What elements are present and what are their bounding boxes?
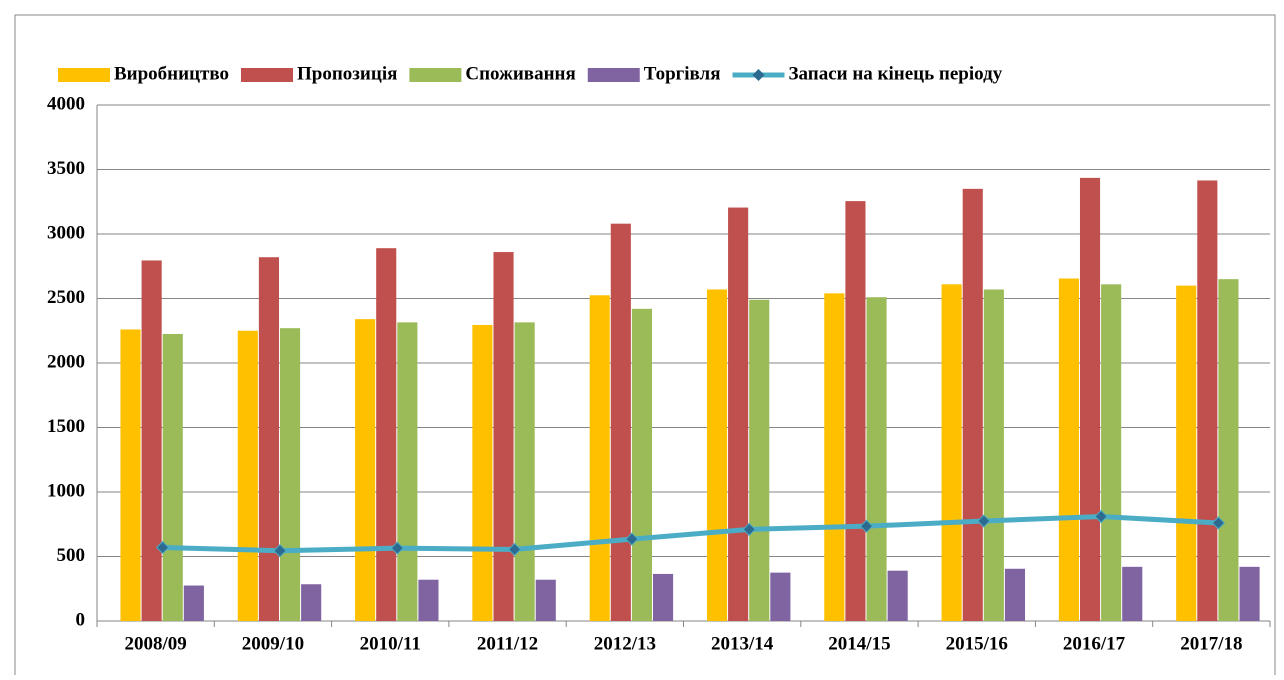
y-tick-label: 4000 [47, 93, 85, 114]
bar [418, 579, 439, 621]
y-tick-label: 2500 [47, 287, 85, 308]
point [625, 532, 639, 546]
bar [824, 293, 845, 621]
legend-label: Споживання [465, 63, 575, 84]
bar [237, 330, 258, 621]
point [859, 519, 874, 533]
line [162, 514, 1219, 554]
bar [162, 333, 183, 621]
point [977, 514, 991, 528]
bar [1122, 566, 1143, 621]
point [155, 540, 170, 555]
bar [1218, 279, 1239, 621]
bar [120, 329, 141, 621]
x-tick-label: 2012/13 [594, 633, 656, 654]
bar [770, 572, 791, 621]
x-tick-label: 2008/09 [125, 633, 187, 654]
bar [141, 260, 162, 621]
bar [472, 324, 493, 621]
legend-swatch [241, 68, 293, 82]
bar [887, 570, 908, 621]
bar [728, 207, 749, 621]
point [1211, 516, 1226, 530]
y-tick-label: 500 [57, 545, 86, 566]
point [1094, 509, 1108, 524]
bar [514, 322, 535, 621]
bar [1079, 177, 1101, 621]
bar [258, 257, 279, 621]
bar [1058, 278, 1079, 621]
y-tick-label: 3500 [47, 158, 85, 179]
bar [301, 584, 322, 621]
bar [183, 585, 204, 621]
x-tick-label: 2017/18 [1180, 633, 1242, 654]
x-tick-label: 2013/14 [711, 633, 774, 654]
legend-swatch [752, 69, 765, 81]
bar [1239, 566, 1260, 621]
legend-label: Пропозиція [297, 63, 397, 84]
legend-swatch [587, 68, 640, 82]
bar [1004, 568, 1026, 621]
y-tick-label: 3000 [47, 222, 85, 243]
y-tick-label: 1000 [47, 480, 85, 501]
y-tick-label: 2000 [47, 351, 85, 372]
bar [610, 223, 631, 621]
bar [535, 579, 556, 621]
x-tick-label: 2010/11 [360, 633, 421, 654]
bar [749, 299, 770, 621]
x-tick-label: 2016/17 [1063, 633, 1126, 654]
bar [941, 284, 962, 621]
bar [706, 289, 728, 621]
bar [589, 295, 610, 621]
bar [845, 201, 866, 622]
bar [1197, 180, 1218, 621]
bar [397, 322, 418, 621]
x-tick-label: 2011/12 [477, 633, 538, 654]
bar [653, 573, 674, 621]
point [273, 543, 287, 558]
legend-swatch [409, 68, 462, 82]
x-tick-label: 2015/16 [946, 633, 1008, 654]
bar [493, 252, 514, 621]
x-tick-label: 2009/10 [242, 633, 304, 654]
point [742, 522, 756, 537]
point [507, 542, 522, 557]
bar [376, 248, 397, 621]
point [390, 541, 404, 555]
x-tick-label: 2014/15 [828, 633, 890, 654]
bar [355, 319, 376, 621]
legend-swatch [58, 68, 110, 82]
y-tick-label: 0 [76, 609, 86, 630]
bar [631, 308, 653, 621]
bar [279, 328, 301, 621]
bar [1101, 284, 1122, 621]
bar [866, 297, 887, 621]
chart-border [14, 14, 1276, 680]
bar [962, 188, 983, 621]
legend-label: Торгівля [644, 63, 721, 84]
bar [983, 289, 1004, 621]
legend-label: Виробництво [114, 63, 229, 84]
bar [1176, 285, 1197, 621]
y-tick-label: 1500 [47, 416, 85, 437]
legend-label: Запаси на кінець періоду [789, 63, 1003, 84]
